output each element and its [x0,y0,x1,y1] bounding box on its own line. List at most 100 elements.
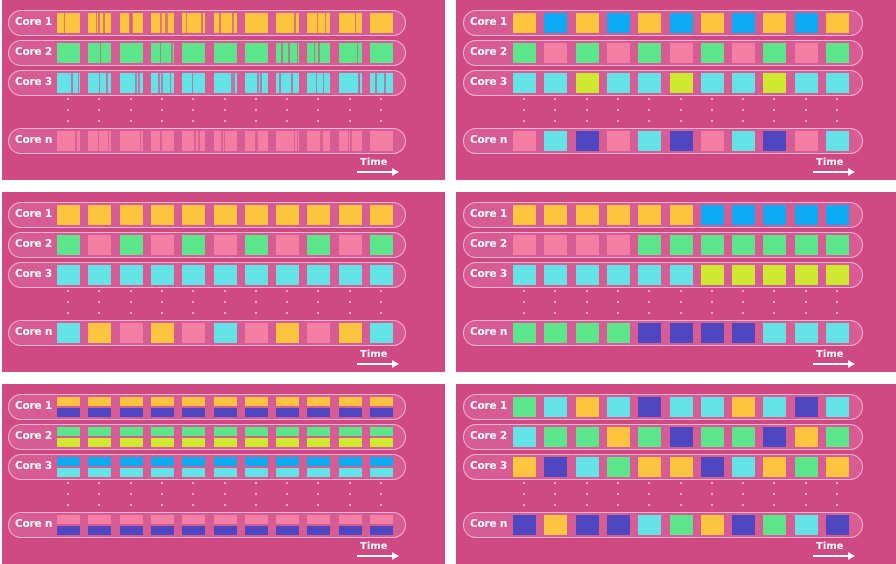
thread-block-bottom [57,526,80,535]
thread-block-bottom [213,526,237,535]
task-block [700,131,724,151]
ellipsis-dot [160,482,163,484]
task-block [575,205,599,225]
task-block [338,235,362,255]
ellipsis-dot [254,482,257,484]
task-divider [98,73,101,93]
task-block [794,397,818,417]
ellipsis-dot [254,290,257,292]
task-block [213,205,237,225]
ellipsis-dot [380,504,382,506]
core-label: Core 3 [15,76,52,88]
time-axis-label: Time [360,541,388,552]
ellipsis-dot [773,109,776,111]
task-block [826,265,849,285]
task-block [544,131,568,151]
task-divider [75,131,77,151]
ellipsis-dot [742,504,745,506]
ellipsis-dot [160,312,163,314]
core-row: Core 1 [463,394,863,420]
task-block [575,13,599,33]
core-row: Core 2 [8,232,406,258]
task-block [182,265,206,285]
task-block [669,73,693,93]
task-divider [293,131,296,151]
ellipsis-dot [836,504,838,506]
ellipsis-dot [742,301,745,303]
task-block [544,205,568,225]
task-block [794,205,818,225]
time-arrow-icon [813,168,855,176]
task-divider [322,73,325,93]
thread-block-bottom [182,526,206,535]
ellipsis-dot [554,120,557,122]
thread-block-bottom [182,468,206,477]
ellipsis-dot [742,290,745,292]
core-row: Core 1 [8,394,406,420]
task-divider [129,13,131,33]
task-divider [185,13,187,33]
ellipsis-dot [380,301,382,303]
thread-block-bottom [213,438,237,447]
task-block [57,13,80,33]
task-block [575,73,599,93]
task-divider [103,13,105,33]
ellipsis-dot [380,109,382,111]
task-block [700,265,724,285]
thread-block-top [276,397,300,406]
task-block [794,73,818,93]
ellipsis-dot [554,493,557,495]
task-block [213,13,237,33]
task-divider [232,13,234,33]
task-block [732,265,756,285]
ellipsis-dot [67,504,69,506]
thread-block-top [370,457,393,466]
ellipsis-dot [98,301,101,303]
task-divider [198,131,200,151]
ellipsis-dot [192,120,195,122]
task-block [606,457,630,477]
thread-block-bottom [150,526,174,535]
ellipsis-dot [585,482,588,484]
task-divider [296,43,299,63]
ellipsis-dot [160,98,163,100]
time-arrow-icon [813,360,855,368]
thread-block-top [57,457,80,466]
task-divider [223,131,226,151]
task-divider [256,131,259,151]
task-block [57,205,80,225]
ellipsis-dot [742,493,745,495]
ellipsis-dot [160,290,163,292]
diagram-panel-5: Core 1 Core 2 Core 3 Core n Time [2,384,445,564]
thread-block-bottom [213,468,237,477]
task-block [88,323,112,343]
ellipsis-dot [679,290,682,292]
ellipsis-dot [585,290,588,292]
thread-block-bottom [307,438,331,447]
ellipsis-dot [98,290,101,292]
ellipsis-dot [286,493,289,495]
thread-block-bottom [88,468,112,477]
thread-block-bottom [88,408,112,417]
task-block [732,43,756,63]
thread-block-top [88,427,112,436]
core-row: Core 3 [463,454,863,480]
task-block [794,13,818,33]
thread-block-top [88,397,112,406]
task-block [669,205,693,225]
core-label: Core 2 [470,46,507,58]
task-divider [160,13,162,33]
task-divider [77,73,80,93]
ellipsis-dot [286,109,289,111]
ellipsis-dot [98,312,101,314]
task-block [150,235,174,255]
thread-block-bottom [307,526,331,535]
core-row: Core 3 [8,454,406,480]
diagram-panel-1: Core 1 Core 2 Core 3 Core n Time [2,0,445,180]
ellipsis-dot [98,120,101,122]
task-block [119,235,143,255]
task-block [826,427,849,447]
thread-block-top [150,397,174,406]
task-block [638,13,662,33]
thread-block-top [213,397,237,406]
